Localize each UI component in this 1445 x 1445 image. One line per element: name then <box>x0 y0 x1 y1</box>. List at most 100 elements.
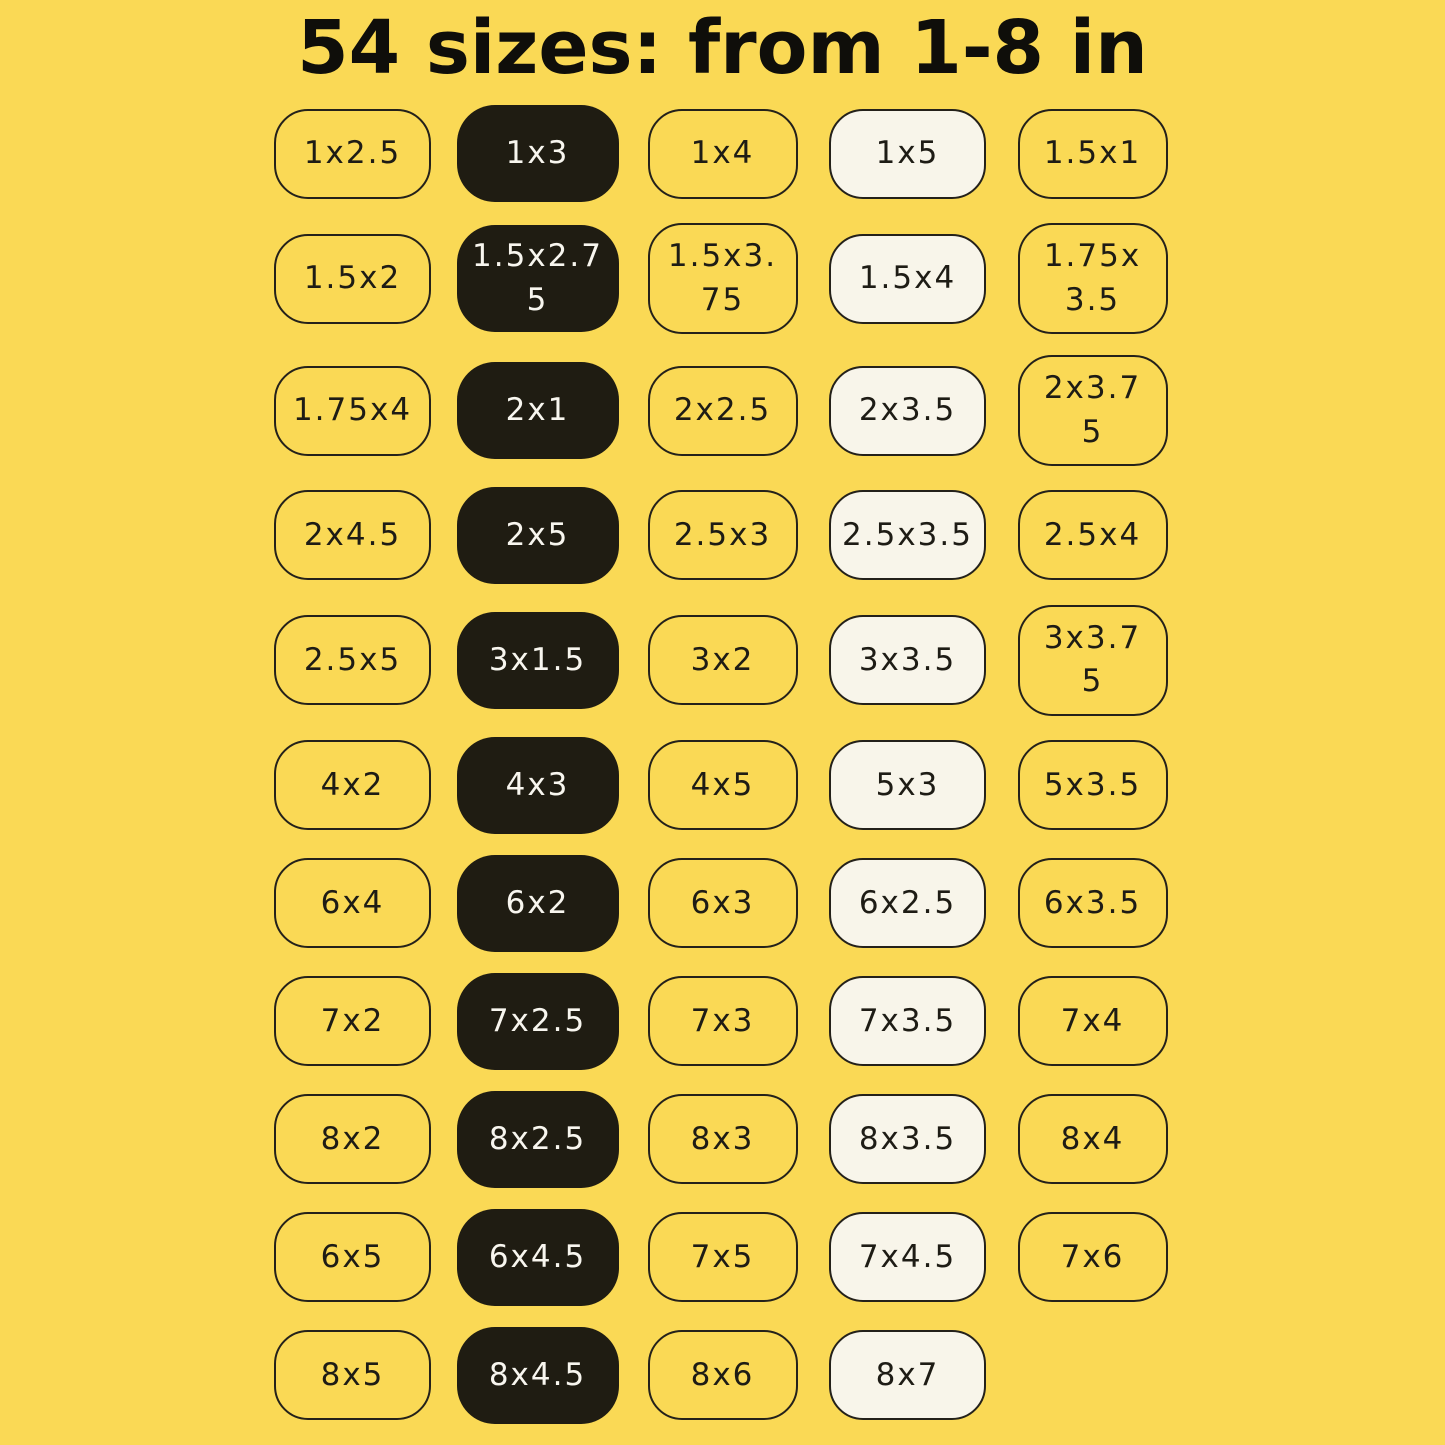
size-label: 2.5x5 <box>303 641 402 678</box>
size-label: 7x6 <box>1060 1238 1125 1275</box>
size-pill: 6x4 <box>274 858 431 949</box>
size-label: 7x3 <box>690 1002 755 1039</box>
size-pill: 7x4 <box>1017 976 1168 1067</box>
size-label: 3x3.5 <box>858 641 957 678</box>
size-label: 2.5x3 <box>673 516 772 553</box>
size-pill: 2x4.5 <box>274 490 431 581</box>
size-pill: 1.5x2.75 <box>456 225 619 333</box>
size-pill: 5x3.5 <box>1017 740 1168 831</box>
size-label: 8x4.5 <box>488 1356 587 1393</box>
size-label: 1x2.5 <box>303 135 402 172</box>
size-pill: 6x2 <box>456 854 619 952</box>
size-pill: 3x1.5 <box>456 611 619 709</box>
size-label: 6x3.5 <box>1043 884 1142 921</box>
size-label: 8x4 <box>1060 1120 1125 1157</box>
size-pill: 1.5x3.75 <box>647 223 798 335</box>
size-pill: 4x5 <box>647 740 798 831</box>
size-label: 6x2 <box>505 884 570 921</box>
size-pill: 6x5 <box>274 1212 431 1303</box>
size-label: 5x3.5 <box>1043 766 1142 803</box>
size-label: 7x5 <box>690 1238 755 1275</box>
size-pill: 2.5x3.5 <box>829 490 986 581</box>
size-pill: 8x4.5 <box>456 1326 619 1424</box>
size-pill: 8x2.5 <box>456 1090 619 1188</box>
size-label: 7x3.5 <box>858 1002 957 1039</box>
size-pill: 7x6 <box>1017 1212 1168 1303</box>
size-label: 2x5 <box>505 516 570 553</box>
size-pill: 7x2 <box>274 976 431 1067</box>
size-pill: 1.75x3.5 <box>1017 223 1168 335</box>
size-pill: 7x3.5 <box>829 976 986 1067</box>
size-label: 6x4 <box>320 884 385 921</box>
size-pill: 1x5 <box>829 108 986 199</box>
size-label: 1.5x2 <box>303 260 402 297</box>
size-pill: 1x3 <box>456 105 619 203</box>
size-label: 2x3.5 <box>858 391 957 428</box>
size-pill: 8x5 <box>274 1330 431 1421</box>
size-pill: 6x3.5 <box>1017 858 1168 949</box>
size-label: 8x2 <box>320 1120 385 1157</box>
size-label: 1.5x1 <box>1043 135 1142 172</box>
size-label: 1x5 <box>875 135 940 172</box>
size-pill: 8x3.5 <box>829 1094 986 1185</box>
size-label: 1x3 <box>505 135 570 172</box>
size-label: 4x2 <box>320 766 385 803</box>
size-label: 4x3 <box>505 766 570 803</box>
size-pill: 3x3.75 <box>1017 604 1168 716</box>
size-label: 3x1.5 <box>488 641 587 678</box>
size-pill: 6x3 <box>647 858 798 949</box>
size-label: 2x4.5 <box>303 516 402 553</box>
size-pill: 6x2.5 <box>829 858 986 949</box>
size-label: 3x2 <box>690 641 755 678</box>
size-label: 1.5x4 <box>858 260 957 297</box>
size-pill: 8x2 <box>274 1094 431 1185</box>
size-label: 2.5x4 <box>1043 516 1142 553</box>
size-label: 8x2.5 <box>488 1120 587 1157</box>
size-pill: 2x2.5 <box>647 365 798 456</box>
size-pill: 7x5 <box>647 1212 798 1303</box>
size-label: 1x4 <box>690 135 755 172</box>
size-pill: 7x2.5 <box>456 972 619 1070</box>
size-label: 6x4.5 <box>488 1238 587 1275</box>
size-label: 2x1 <box>505 391 570 428</box>
size-pill: 1x4 <box>647 108 798 199</box>
page-title: 54 sizes: from 1-8 in <box>297 5 1148 91</box>
size-label: 3x3.75 <box>1043 619 1142 700</box>
size-pill: 8x4 <box>1017 1094 1168 1185</box>
size-label: 7x4.5 <box>858 1238 957 1275</box>
size-pill: 6x4.5 <box>456 1208 619 1306</box>
size-pill: 1.5x2 <box>274 233 431 324</box>
size-label: 6x3 <box>690 884 755 921</box>
size-pill: 7x3 <box>647 976 798 1067</box>
size-label: 2x2.5 <box>673 391 772 428</box>
size-pill: 8x6 <box>647 1330 798 1421</box>
size-pill: 1.5x1 <box>1017 108 1168 199</box>
size-label: 7x2.5 <box>488 1002 587 1039</box>
size-label: 8x6 <box>690 1356 755 1393</box>
size-label: 1.5x3.75 <box>667 238 778 318</box>
size-pill: 2x1 <box>456 362 619 460</box>
size-pill: 4x3 <box>456 736 619 834</box>
size-label: 6x2.5 <box>858 884 957 921</box>
size-label: 2x3.75 <box>1043 370 1142 450</box>
size-pill: 1x2.5 <box>274 108 431 199</box>
size-label: 2.5x3.5 <box>842 516 973 553</box>
size-pill: 7x4.5 <box>829 1212 986 1303</box>
size-label: 7x4 <box>1060 1002 1125 1039</box>
size-pill: 2x3.75 <box>1017 355 1168 466</box>
size-pill: 4x2 <box>274 740 431 831</box>
size-pill: 1.5x4 <box>829 233 986 324</box>
size-label: 8x7 <box>875 1356 940 1393</box>
size-pill: 2x3.5 <box>829 365 986 456</box>
size-label: 5x3 <box>875 766 940 803</box>
size-label: 7x2 <box>320 1002 385 1039</box>
size-pill: 8x3 <box>647 1094 798 1185</box>
size-label: 4x5 <box>690 766 755 803</box>
size-pill: 3x2 <box>647 615 798 706</box>
size-pill: 8x7 <box>829 1330 986 1421</box>
size-label: 8x5 <box>320 1356 385 1393</box>
size-pill: 2.5x3 <box>647 490 798 581</box>
size-pill: 5x3 <box>829 740 986 831</box>
size-label: 1.75x4 <box>292 391 413 428</box>
